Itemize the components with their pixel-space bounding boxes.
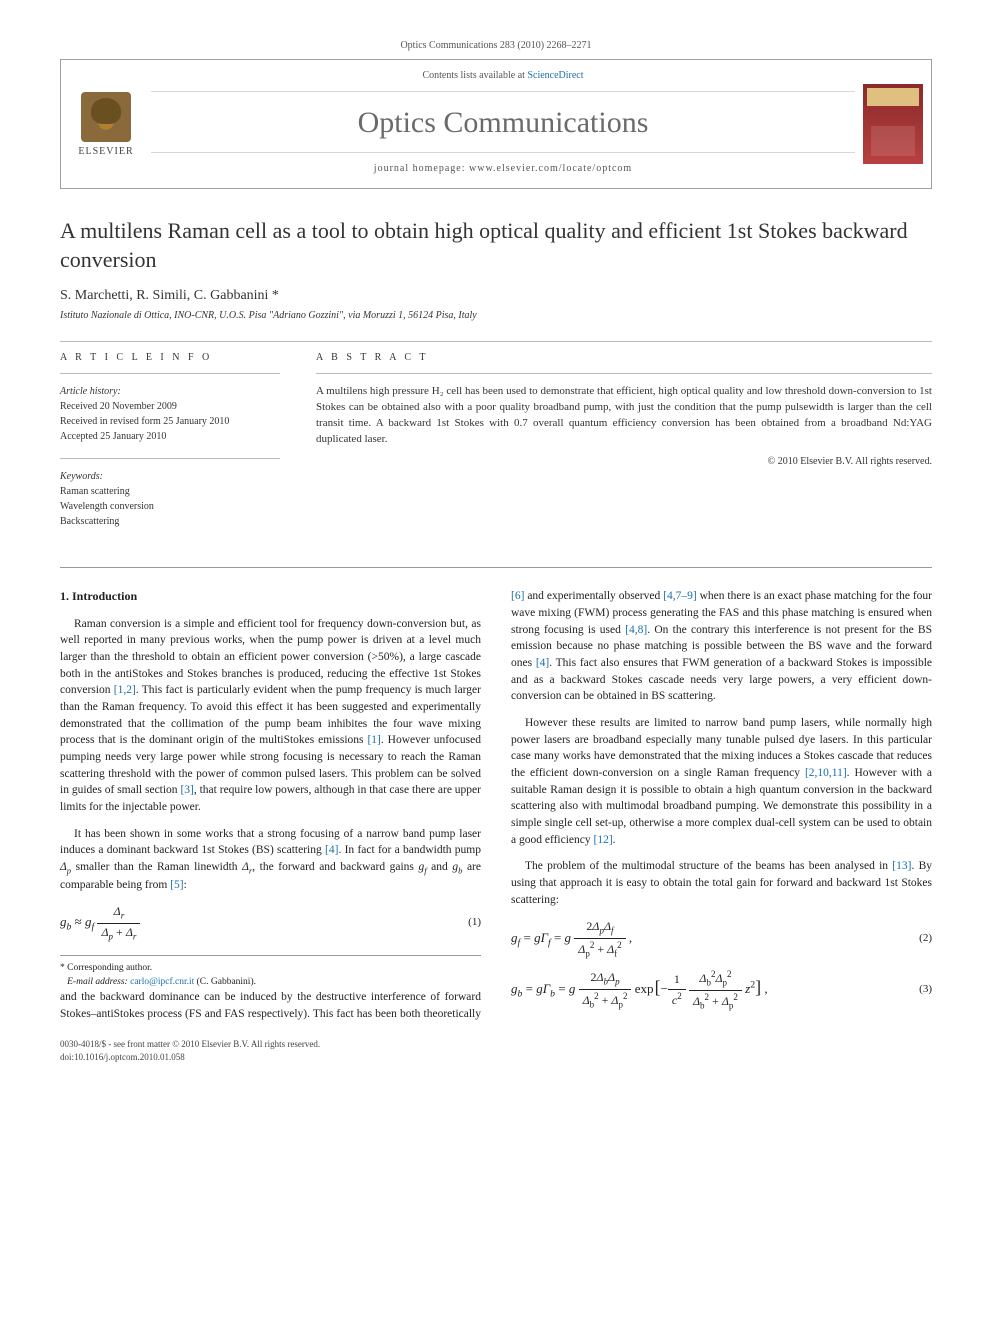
email-label: E-mail address: <box>67 977 130 987</box>
accepted-date: Accepted 25 January 2010 <box>60 429 280 444</box>
divider <box>60 341 932 342</box>
article-title: A multilens Raman cell as a tool to obta… <box>60 217 932 274</box>
sciencedirect-link[interactable]: ScienceDirect <box>527 70 583 81</box>
text: and <box>427 861 453 873</box>
corresponding-footnote: * Corresponding author. E-mail address: … <box>60 955 481 989</box>
text: , the forward and backward gains <box>252 861 418 873</box>
keyword: Wavelength conversion <box>60 499 280 514</box>
header-center: Contents lists available at ScienceDirec… <box>151 60 855 188</box>
affiliation: Istituto Nazionale di Ottica, INO-CNR, U… <box>60 310 932 321</box>
equation-number: (3) <box>919 982 932 998</box>
body-columns: 1. Introduction Raman conversion is a si… <box>60 588 932 1022</box>
article-history: Article history: Received 20 November 20… <box>60 384 280 444</box>
abstract-label: A B S T R A C T <box>316 352 932 363</box>
divider <box>60 458 280 459</box>
body-paragraph: Raman conversion is a simple and efficie… <box>60 616 481 816</box>
body-paragraph: It has been shown in some works that a s… <box>60 826 481 894</box>
divider <box>60 373 280 374</box>
abstract-column: A B S T R A C T A multilens high pressur… <box>316 352 932 543</box>
journal-title: Optics Communications <box>151 106 855 140</box>
authors: S. Marchetti, R. Simili, C. Gabbanini * <box>60 288 932 304</box>
equation-body: gb ≈ gf ΔrΔp + Δr <box>60 903 140 943</box>
text: smaller than the Raman linewidth <box>71 861 242 873</box>
journal-header: ELSEVIER Contents lists available at Sci… <box>60 59 932 189</box>
elsevier-tree-icon <box>81 92 131 142</box>
equation-3: gb = gΓb = g 2ΔbΔpΔb2 + Δp2 exp [−1c2 Δb… <box>511 968 932 1012</box>
divider-heavy <box>60 567 932 568</box>
contents-available-line: Contents lists available at ScienceDirec… <box>151 70 855 92</box>
history-heading: Article history: <box>60 384 280 399</box>
corresponding-author: * Corresponding author. <box>60 962 481 975</box>
elsevier-logo: ELSEVIER <box>61 60 151 188</box>
article-info-column: A R T I C L E I N F O Article history: R… <box>60 352 280 543</box>
journal-homepage: journal homepage: www.elsevier.com/locat… <box>151 152 855 174</box>
equation-2: gf = gΓf = g 2ΔpΔfΔp2 + Δf2 , (2) <box>511 918 932 960</box>
front-matter-line: 0030-4018/$ - see front matter © 2010 El… <box>60 1038 932 1051</box>
article-info-label: A R T I C L E I N F O <box>60 352 280 363</box>
footer-copyright: 0030-4018/$ - see front matter © 2010 El… <box>60 1038 932 1063</box>
section-heading: 1. Introduction <box>60 588 481 605</box>
equation-body: gb = gΓb = g 2ΔbΔpΔb2 + Δp2 exp [−1c2 Δb… <box>511 968 768 1012</box>
text: It has been shown in some works that a s… <box>60 828 481 857</box>
keywords-heading: Keywords: <box>60 469 280 484</box>
email-link[interactable]: carlo@ipcf.cnr.it <box>130 977 194 987</box>
equation-body: gf = gΓf = g 2ΔpΔfΔp2 + Δf2 , <box>511 918 632 960</box>
body-paragraph: The problem of the multimodal structure … <box>511 858 932 908</box>
divider <box>316 373 932 374</box>
keyword: Raman scattering <box>60 484 280 499</box>
email-line: E-mail address: carlo@ipcf.cnr.it (C. Ga… <box>60 976 481 989</box>
abstract-copyright: © 2010 Elsevier B.V. All rights reserved… <box>316 456 932 467</box>
abstract-text: A multilens high pressure H₂ cell has be… <box>316 384 932 448</box>
keywords-block: Keywords: Raman scattering Wavelength co… <box>60 469 280 529</box>
doi-line: doi:10.1016/j.optcom.2010.01.058 <box>60 1051 932 1064</box>
equation-number: (1) <box>468 915 481 931</box>
contents-pre: Contents lists available at <box>422 70 527 81</box>
equation-number: (2) <box>919 931 932 947</box>
keyword: Backscattering <box>60 514 280 529</box>
received-date: Received 20 November 2009 <box>60 399 280 414</box>
email-name: (C. Gabbanini). <box>194 977 256 987</box>
journal-cover <box>855 60 931 188</box>
revised-date: Received in revised form 25 January 2010 <box>60 414 280 429</box>
body-paragraph: However these results are limited to nar… <box>511 715 932 848</box>
cover-thumbnail-icon <box>863 84 923 164</box>
journal-reference: Optics Communications 283 (2010) 2268–22… <box>60 40 932 51</box>
equation-1: gb ≈ gf ΔrΔp + Δr (1) <box>60 903 481 943</box>
publisher-name: ELSEVIER <box>78 146 133 157</box>
